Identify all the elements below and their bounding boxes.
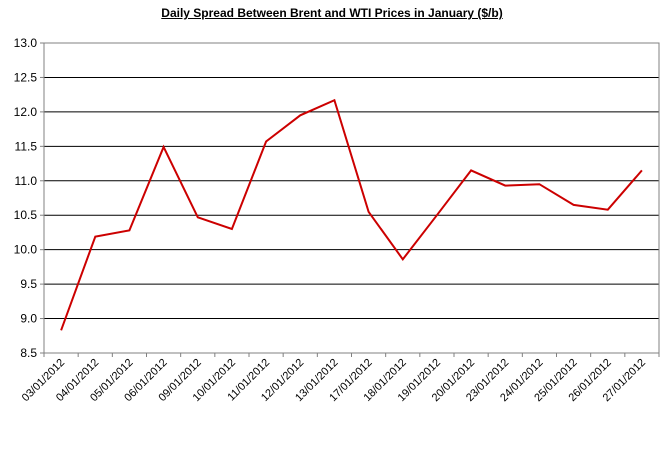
y-tick-label: 9.5: [20, 277, 37, 291]
plot-area-border: [43, 42, 660, 354]
y-tick-label: 9.0: [20, 312, 37, 326]
y-tick-label: 8.5: [20, 346, 37, 360]
y-axis-tick-labels: 8.5 9.0 9.5 10.0 10.5 11.0 11.5 12.0 12.5 13.0: [14, 36, 44, 360]
y-tick-label: 12.0: [14, 105, 38, 119]
y-tick-label: 12.5: [14, 70, 38, 84]
y-tick-label: 13.0: [14, 36, 38, 50]
chart-title: Daily Spread Between Brent and WTI Price…: [161, 6, 503, 20]
y-tick-label: 10.0: [14, 243, 38, 257]
x-axis-tick-labels: 03/01/201204/01/201205/01/201206/01/2012…: [20, 353, 660, 404]
y-tick-label: 11.0: [15, 174, 38, 188]
series-line: [60, 98, 643, 331]
y-tick-label: 10.5: [14, 208, 38, 222]
y-tick-label: 11.5: [15, 139, 38, 153]
gridlines: [44, 42, 659, 320]
